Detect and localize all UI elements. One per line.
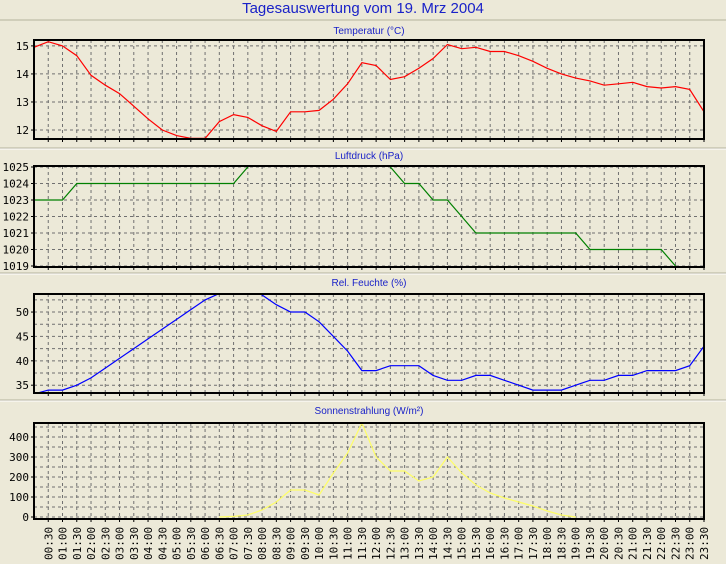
x-tick-label: 18:00 [541,527,554,560]
y-tick-label: 1023 [3,194,30,207]
x-tick-label: 17:00 [513,527,526,560]
x-tick-label: 21:00 [627,527,640,560]
y-tick-label: 1025 [3,161,30,174]
y-tick-label: 100 [9,491,29,504]
y-tick-label: 1022 [3,211,30,224]
x-tick-label: 03:30 [128,527,141,560]
x-tick-label: 05:00 [171,527,184,560]
y-tick-label: 13 [16,96,29,109]
series-line [34,41,704,139]
x-tick-label: 11:00 [342,527,355,560]
y-tick-label: 200 [9,471,29,484]
x-tick-label: 15:30 [470,527,483,560]
y-tick-label: 1021 [3,227,30,240]
y-tick-label: 50 [16,306,29,319]
x-tick-label: 03:00 [114,527,127,560]
x-tick-label: 16:30 [498,527,511,560]
x-tick-label: 16:00 [484,527,497,560]
chart-title: Luftdruck (hPa) [335,151,403,162]
x-tick-label: 18:30 [555,527,568,560]
y-tick-label: 300 [9,451,29,464]
plot-frame [33,422,705,520]
x-tick-label: 15:00 [456,527,469,560]
x-tick-label: 14:00 [427,527,440,560]
x-tick-label: 00:30 [42,527,55,560]
x-tick-label: 08:00 [256,527,269,560]
y-tick-label: 1020 [3,244,30,257]
x-tick-label: 23:00 [684,527,697,560]
y-tick-label: 45 [16,330,29,343]
x-tick-label: 01:00 [57,527,70,560]
x-tick-label: 19:00 [570,527,583,560]
x-tick-label: 04:30 [156,527,169,560]
x-tick-label: 22:00 [655,527,668,560]
x-tick-label: 05:30 [185,527,198,560]
x-tick-label: 12:00 [370,527,383,560]
x-tick-label: 01:30 [71,527,84,560]
x-tick-label: 04:00 [142,527,155,560]
y-tick-label: 15 [16,40,29,53]
y-tick-label: 14 [16,68,30,81]
chart-panel-2: Rel. Feuchte (%) 35 40 45 50 [16,278,705,396]
x-tick-label: 22:30 [669,527,682,560]
chart-title: Rel. Feuchte (%) [331,278,406,289]
y-tick-label: 400 [9,431,29,444]
plot-frame [33,293,705,394]
y-tick-label: 1024 [3,177,30,190]
chart-panel-0: Temperatur (°C) 12 13 14 15 [16,26,705,142]
x-tick-label: 17:30 [527,527,540,560]
x-tick-label: 02:30 [99,527,112,560]
x-tick-label: 07:00 [228,527,241,560]
plot-frame [33,39,705,140]
chart-panel-3: Sonnenstrahlung (W/m²) 0 100 200 300 400 [9,406,705,524]
x-tick-label: 14:30 [441,527,454,560]
x-tick-label: 06:30 [213,527,226,560]
series-line [34,166,678,267]
x-tick-label: 09:30 [299,527,312,560]
x-tick-label: 10:00 [313,527,326,560]
x-tick-label: 10:30 [327,527,340,560]
x-tick-label: 12:30 [384,527,397,560]
series-line [35,294,704,393]
x-tick-label: 06:00 [199,527,212,560]
x-tick-label: 08:30 [270,527,283,560]
y-tick-label: 0 [22,511,29,524]
x-tick-label: 21:30 [641,527,654,560]
page-title: Tagesauswertung vom 19. Mrz 2004 [242,0,484,17]
x-tick-label: 19:30 [584,527,597,560]
x-tick-label: 13:30 [413,527,426,560]
x-tick-label: 07:30 [242,527,255,560]
x-tick-label: 09:00 [285,527,298,560]
x-tick-label: 20:00 [598,527,611,560]
x-tick-label: 11:30 [356,527,369,560]
chart-panel-1: Luftdruck (hPa) 1019 1020 1021 1022 1023 1024 1… [3,151,705,273]
y-tick-label: 1019 [3,260,30,273]
chart-title: Temperatur (°C) [333,26,404,37]
plot-frame [33,165,705,268]
x-tick-label: 23:30 [698,527,711,560]
series-line [219,423,576,518]
y-tick-label: 35 [16,379,29,392]
x-tick-label: 13:00 [399,527,412,560]
x-tick-label: 02:00 [85,527,98,560]
chart-title: Sonnenstrahlung (W/m²) [315,406,424,417]
y-tick-label: 12 [16,124,29,137]
y-tick-label: 40 [16,355,29,368]
x-tick-label: 20:30 [612,527,625,560]
